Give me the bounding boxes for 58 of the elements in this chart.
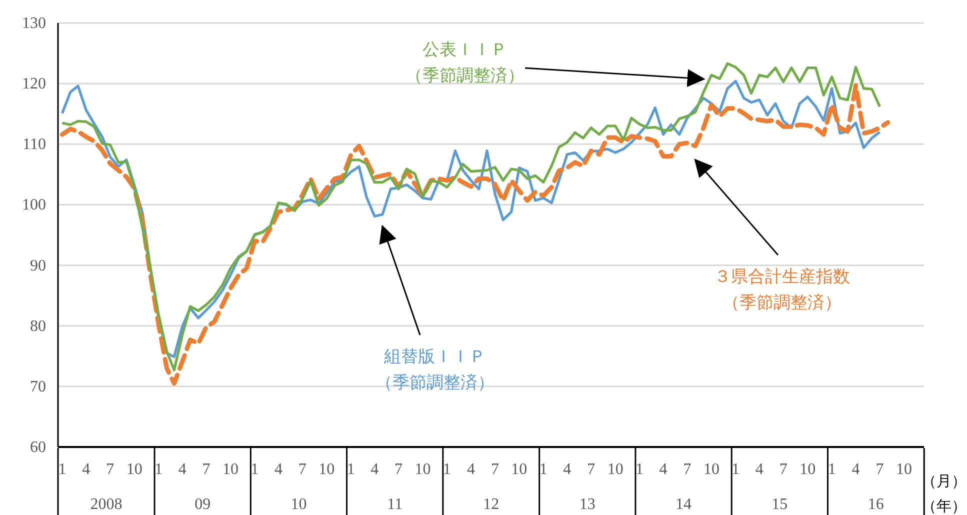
x-tick-label: 4: [755, 461, 764, 478]
x-tick-label: 4: [466, 461, 475, 478]
x-tick-label: 7: [490, 461, 499, 478]
y-tick-label: 120: [22, 76, 46, 93]
x-tick-label: 1: [58, 461, 66, 478]
x-tick-label: 7: [298, 461, 306, 478]
x-tick-label: 1: [539, 461, 548, 478]
y-tick-label: 70: [30, 378, 46, 396]
x-tick-label: 10: [414, 461, 431, 478]
text: 14: [676, 496, 692, 513]
x-tick-label: 10: [800, 461, 816, 478]
text: 公表ＩＩＰ（季節調整済）: [406, 40, 524, 85]
x-tick-label: 10: [222, 461, 239, 478]
x-tick-label: 1: [346, 461, 355, 478]
x-tick-label: 7: [779, 461, 788, 478]
text: 09: [194, 496, 211, 513]
x-tick-label: 4: [370, 461, 379, 478]
text: 15: [772, 496, 788, 513]
x-tick-label: 4: [82, 461, 90, 478]
y-tick-label: 100: [22, 196, 46, 214]
x-tick-label: 1: [443, 461, 452, 478]
x-tick-label: 1: [636, 461, 644, 478]
x-tick-label: 1: [250, 461, 259, 478]
y-tick-label: 60: [30, 439, 46, 456]
x-tick-label: 7: [202, 461, 210, 478]
x-tick-label: 1: [154, 461, 163, 478]
x-tick-label: 7: [587, 461, 596, 478]
x-tick-label: 1: [732, 461, 740, 478]
x-tick-label: 1: [828, 461, 836, 478]
x-tick-label: 10: [511, 461, 528, 478]
text: 2008: [90, 496, 122, 513]
x-tick-label: 4: [274, 461, 282, 478]
text: 12: [483, 496, 500, 513]
x-tick-label: 7: [683, 461, 692, 478]
text: ３県合計生産指数（季節調整済）: [714, 267, 850, 312]
x-tick-label: 7: [876, 461, 884, 478]
x-tick-label: 10: [607, 461, 624, 478]
y-tick-label: 90: [30, 257, 46, 274]
x-tick-label: 4: [852, 461, 860, 478]
x-tick-label: 4: [563, 461, 572, 478]
x-tick-label: 10: [126, 461, 142, 478]
text: （年）: [922, 498, 966, 515]
x-tick-label: 10: [896, 461, 912, 478]
text: 組替版ＩＩＰ（季節調整済）: [376, 347, 494, 392]
x-tick-label: 4: [659, 461, 668, 478]
x-tick-label: 10: [318, 461, 335, 478]
y-tick-label: 80: [30, 318, 46, 335]
text: 13: [579, 496, 596, 513]
text: 10: [290, 496, 307, 513]
x-axis-title: （月）: [922, 474, 966, 490]
x-tick-label: 4: [178, 461, 186, 478]
y-tick-label: 130: [22, 15, 46, 32]
x-tick-label: 7: [394, 461, 403, 478]
text: 16: [868, 496, 884, 513]
text: 11: [387, 496, 403, 513]
y-tick-label: 110: [22, 136, 46, 154]
x-tick-label: 10: [703, 461, 720, 478]
x-tick-label: 7: [106, 461, 114, 478]
